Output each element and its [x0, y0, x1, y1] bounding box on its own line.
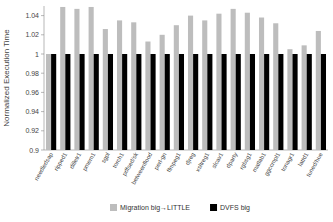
y-tick [41, 34, 44, 35]
bar [89, 7, 94, 150]
x-tick-label: slcav1 [211, 151, 225, 169]
x-tick-label: sgpl [100, 152, 111, 165]
legend-label: DVFS big [220, 204, 250, 212]
bar [174, 25, 179, 150]
bar [193, 54, 198, 150]
bar [231, 9, 236, 150]
bar [103, 29, 108, 150]
bar [273, 23, 278, 150]
bar [316, 31, 321, 150]
bar [136, 54, 141, 150]
y-tick-label: 0.92 [25, 127, 39, 134]
y-axis-label: Normalized Execution Time [2, 29, 11, 127]
x-tick-label: rgbsg1 [238, 151, 253, 170]
x-tick-label: djreg [184, 152, 196, 167]
bar [264, 54, 269, 150]
y-tick-label: 1.02 [25, 31, 39, 38]
y-tick-label: 0.94 [25, 108, 39, 115]
chart: 0.9 0.92 0.94 0.96 0.98 1 1.02 1.04 Normalized E… [0, 0, 333, 222]
y-axis [44, 6, 45, 150]
y-tick [41, 54, 44, 55]
x-tick-label: perl-gn [153, 152, 168, 171]
bar [250, 54, 255, 150]
legend-swatch [110, 204, 117, 211]
bar [188, 16, 193, 150]
y-tick-label: 0.98 [25, 70, 39, 77]
x-tick-label: ffmpeg1 [166, 151, 182, 173]
y-tick [41, 150, 44, 151]
bar [293, 54, 298, 150]
bar [145, 42, 150, 150]
y-tick-label: 0.96 [25, 89, 39, 96]
y-tick-label: 0.9 [29, 147, 39, 154]
bar [307, 54, 312, 150]
bar [321, 54, 326, 150]
bar [60, 7, 65, 150]
x-tick-label: dparty [225, 152, 239, 169]
bar [202, 20, 207, 150]
x-axis [44, 150, 328, 151]
bar [94, 54, 99, 150]
x-tick-label: lattd1 [297, 151, 310, 167]
y-tick [41, 73, 44, 74]
bar [108, 54, 113, 150]
x-tick-label: tonagr1 [280, 151, 296, 172]
bar [65, 54, 70, 150]
bar [131, 22, 136, 150]
bar [160, 35, 165, 150]
bar [165, 54, 170, 150]
bar [46, 54, 51, 150]
x-tick-label: ripped1 [53, 151, 69, 172]
bar [245, 13, 250, 150]
bar [236, 54, 241, 150]
legend-label: Migration big→LITTLE [120, 204, 190, 212]
x-tick-label: pmem1 [81, 151, 97, 172]
x-tick-label: ggccmpl1 [263, 151, 281, 177]
x-tick-label: tuned/hue [305, 151, 324, 178]
x-tick-label: xsltreg1 [194, 151, 210, 173]
bar [74, 9, 79, 150]
bar [302, 45, 307, 150]
bar [122, 54, 127, 150]
x-tick-label: torch1 [111, 151, 125, 169]
bar [117, 20, 122, 150]
bars [46, 7, 326, 150]
bar [216, 14, 221, 150]
bar [51, 54, 56, 150]
legend-swatch [210, 204, 217, 211]
bar [179, 54, 184, 150]
bar [278, 54, 283, 150]
y-tick-label: 1 [35, 51, 39, 58]
y-tick [41, 130, 44, 131]
bar [80, 54, 85, 150]
y-tick [41, 92, 44, 93]
y-tick-label: 1.04 [25, 12, 39, 19]
x-tick-label: dilletr1 [68, 151, 82, 170]
y-tick [41, 111, 44, 112]
x-tick-label: betweenflood [130, 152, 153, 186]
bar [207, 54, 212, 150]
bar [287, 49, 292, 150]
y-tick [41, 15, 44, 16]
bar [222, 54, 227, 150]
bar [151, 54, 156, 150]
bar [259, 18, 264, 150]
x-tick-label: needledsap [33, 151, 54, 181]
